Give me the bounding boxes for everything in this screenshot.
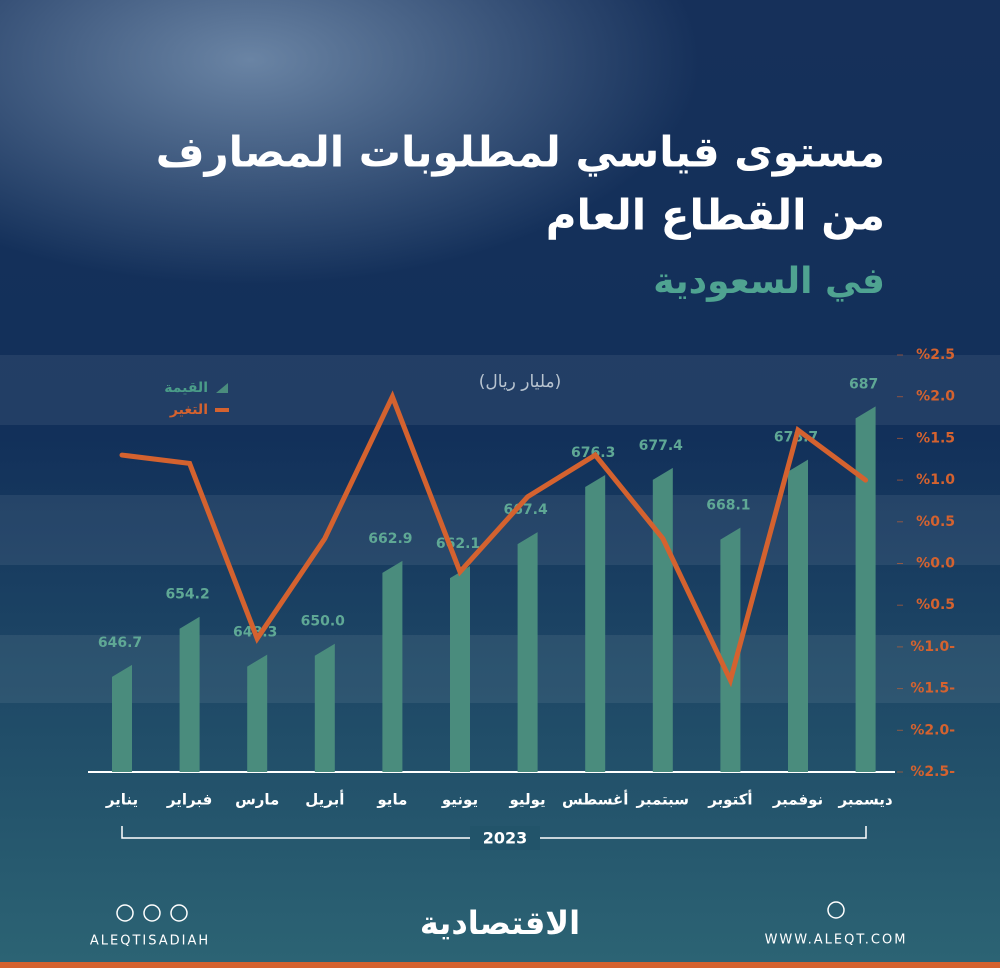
website: WWW.ALEQT.COM: [765, 933, 908, 948]
y-axis-label: (مليار ريال): [479, 372, 561, 392]
x-tick-label: سبتمبر: [636, 791, 690, 809]
x-tick-label: يونيو: [441, 791, 478, 809]
bar: [517, 532, 538, 772]
x-tick-label: مايو: [376, 791, 407, 809]
value-label: 662.9: [368, 531, 412, 547]
stripe: [0, 355, 1000, 425]
title: مستوى قياسي لمطلوبات المصارف: [156, 128, 885, 178]
line: [119, 390, 869, 688]
title: من القطاع العام: [546, 191, 885, 241]
x-tick-label: أبريل: [305, 790, 344, 809]
legend-label: القيمة: [164, 380, 208, 396]
bar: [382, 560, 403, 772]
value-label: 646.7: [98, 635, 142, 651]
bar: [112, 664, 132, 772]
bar: [855, 406, 876, 772]
y2-tick-label: %1.0: [916, 472, 955, 488]
value-label: 654.2: [165, 587, 209, 603]
x-tick-label: أكتوبر: [707, 790, 752, 809]
y2-tick-label: %0.5: [916, 514, 955, 530]
x-tick-label: فبراير: [166, 791, 212, 809]
x-tick-label: أغسطس: [562, 790, 628, 809]
bar: [179, 616, 200, 772]
x-tick-label: ديسمبر: [838, 791, 893, 809]
x-tick-label: مارس: [235, 791, 279, 809]
y2-tick-label: %0.5: [916, 597, 955, 613]
bar: [314, 643, 335, 772]
value-label: 668.1: [706, 498, 750, 514]
y2-tick-label: %2.0: [916, 389, 955, 405]
bar: [652, 467, 673, 772]
y2-tick-label: %2.5-: [910, 764, 955, 780]
bottom-bar: [0, 962, 1000, 968]
bar: [585, 474, 606, 772]
y2-tick-label: %2.0-: [910, 722, 955, 738]
social-icons: [116, 901, 845, 922]
subtitle: في السعودية: [653, 261, 885, 302]
year-label: 2023: [483, 829, 528, 848]
value-label: 677.4: [639, 438, 684, 454]
background-glow: [0, 0, 1000, 500]
legend-swatch: [216, 383, 228, 393]
bar: [720, 527, 741, 772]
brand: الاقتصادية: [420, 904, 580, 942]
bar: [450, 566, 470, 772]
legend-label: التغير: [169, 402, 208, 418]
year-gap: [470, 826, 540, 850]
y2-tick-label: %1.5: [916, 430, 955, 446]
y2-tick-label: %2.5: [916, 347, 955, 363]
value-label: 650.0: [301, 614, 346, 630]
value-label: 687: [849, 376, 878, 392]
bar: [247, 654, 268, 772]
x-tick-label: يوليو: [508, 791, 545, 809]
bar: [788, 459, 808, 772]
value-label: 676.3: [571, 445, 615, 461]
y2-tick-label: %1.0-: [910, 639, 955, 655]
value-label: 662.1: [436, 536, 480, 552]
handle: ALEQTISADIAH: [90, 934, 210, 949]
x-tick-label: نوفمبر: [772, 791, 823, 809]
x-tick-label: يناير: [105, 791, 138, 809]
y2-tick-label: %1.5-: [910, 681, 955, 697]
stripe: [0, 635, 1000, 703]
y2-tick-label: %0.0: [916, 556, 955, 572]
